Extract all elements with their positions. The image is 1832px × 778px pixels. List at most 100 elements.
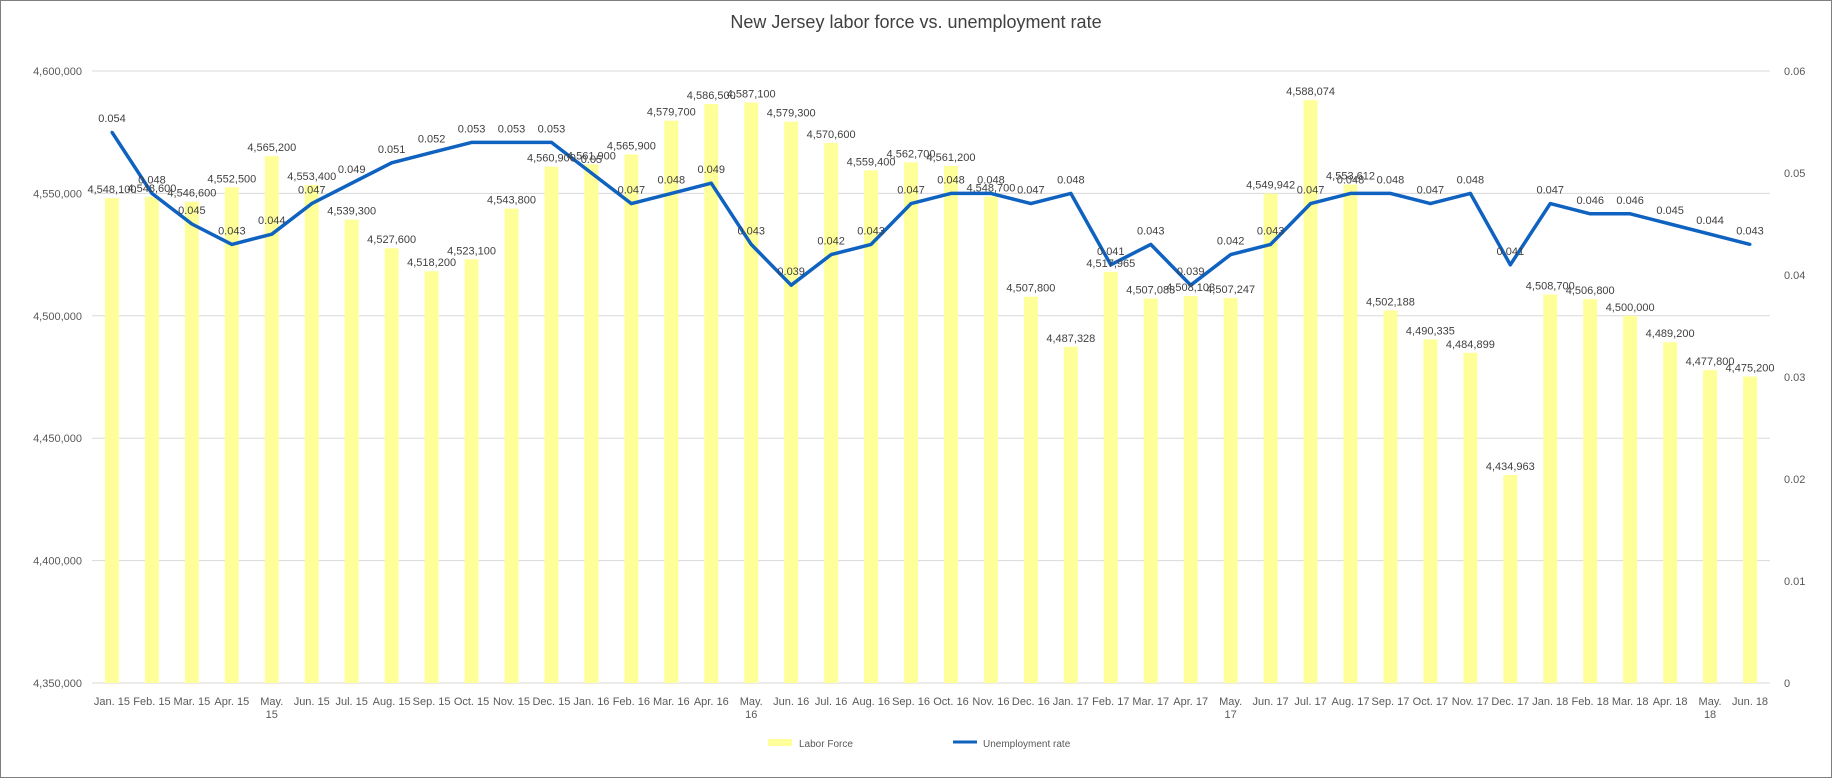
line-point <box>1508 263 1512 267</box>
x-tick-label: Dec. 15 <box>532 696 570 708</box>
x-tick-label: Nov. 15 <box>493 696 530 708</box>
x-tick-label: Sep. 17 <box>1371 696 1409 708</box>
x-tick-label: Apr. 18 <box>1653 696 1688 708</box>
line-point <box>829 253 833 257</box>
line-data-label: 0.048 <box>1057 174 1085 186</box>
line-data-label: 0.053 <box>538 123 566 135</box>
line-point <box>909 202 913 206</box>
line-data-label: 0.048 <box>977 174 1005 186</box>
bar-data-label: 4,586,500 <box>687 90 736 102</box>
chart-title: New Jersey labor force vs. unemployment … <box>730 12 1102 32</box>
line-data-label: 0.053 <box>498 123 526 135</box>
line-data-label: 0.047 <box>298 185 326 197</box>
bar-data-label: 4,579,300 <box>767 108 816 120</box>
line-data-label: 0.047 <box>1297 185 1325 197</box>
bar-data-label: 4,518,200 <box>407 257 456 269</box>
x-tick-label: Apr. 15 <box>214 696 249 708</box>
bar-data-label: 4,475,200 <box>1726 363 1775 375</box>
bar-data-label: 4,507,247 <box>1206 284 1255 296</box>
x-tick-label: May. 15 <box>260 696 283 721</box>
bar-data-label: 4,560,900 <box>527 153 576 165</box>
bar <box>1263 193 1278 683</box>
bar-data-label: 4,588,074 <box>1286 86 1335 98</box>
line-point <box>949 191 953 195</box>
line-point <box>1708 232 1712 236</box>
bar-data-label: 4,565,200 <box>247 142 296 154</box>
bar-data-label: 4,523,100 <box>447 245 496 257</box>
x-tick-label: Nov. 16 <box>972 696 1009 708</box>
bar <box>1183 295 1198 683</box>
legend: Labor Force Unemployment rate <box>768 739 1071 750</box>
bar-data-label: 4,507,800 <box>1006 283 1055 295</box>
x-tick-label: Jun. 15 <box>294 696 330 708</box>
bar <box>943 165 958 683</box>
line-data-label: 0.052 <box>418 134 446 146</box>
bar-data-label: 4,502,188 <box>1366 296 1415 308</box>
line-data-label: 0.043 <box>737 225 765 237</box>
x-tick-label: Feb. 17 <box>1092 696 1129 708</box>
bar <box>1503 475 1518 683</box>
legend-label-labor-force: Labor Force <box>799 739 853 750</box>
bar-data-label: 4,549,942 <box>1246 180 1295 192</box>
bar-data-label: 4,565,900 <box>607 140 656 152</box>
bar <box>1023 296 1038 683</box>
line-point <box>1748 242 1752 246</box>
bar <box>1343 184 1358 683</box>
line-point <box>310 202 314 206</box>
unemployment-data-labels: 0.054 0.048 0.045 0.043 0.044 0.047 0.049 0.051… <box>98 113 1764 278</box>
y-left-tick-label: 4,550,000 <box>33 188 82 200</box>
y-right-tick-label: 0.05 <box>1784 168 1805 180</box>
bar-data-label: 4,548,600 <box>127 183 176 195</box>
x-tick-label: Aug. 16 <box>852 696 890 708</box>
bar-data-label: 4,477,800 <box>1686 356 1735 368</box>
bar <box>1103 271 1118 683</box>
bar-data-label: 4,508,103 <box>1166 282 1215 294</box>
x-tick-label: Jan. 15 <box>94 696 130 708</box>
bar <box>864 170 879 683</box>
bar-data-label: 4,434,963 <box>1486 461 1535 473</box>
line-point <box>1588 212 1592 216</box>
y-left-tick-label: 4,350,000 <box>33 678 82 690</box>
line-point <box>629 202 633 206</box>
line-point <box>390 161 394 165</box>
bar-data-label: 4,553,400 <box>287 171 336 183</box>
bar-data-label: 4,562,700 <box>887 148 936 160</box>
x-tick-label: Jul. 17 <box>1294 696 1326 708</box>
bar-data-label: 4,559,400 <box>847 156 896 168</box>
line-point <box>1468 191 1472 195</box>
line-data-label: 0.049 <box>338 164 366 176</box>
x-tick-label: Aug. 15 <box>373 696 411 708</box>
bar-data-label: 4,561,900 <box>567 150 616 162</box>
bar-data-label: 4,508,700 <box>1526 281 1575 293</box>
bar-data-label: 4,517,965 <box>1086 258 1135 270</box>
line-point <box>1668 222 1672 226</box>
line-data-label: 0.045 <box>1656 205 1684 217</box>
y-axis-right-ticks: 0 0.01 0.02 0.03 0.04 0.05 0.06 <box>1784 66 1805 690</box>
x-tick-label: Jan. 16 <box>573 696 609 708</box>
line-point <box>270 232 274 236</box>
x-tick-label: Aug. 17 <box>1332 696 1370 708</box>
bar <box>1663 342 1678 683</box>
x-tick-label: Mar. 15 <box>174 696 211 708</box>
line-point <box>350 181 354 185</box>
line-data-label: 0.041 <box>1497 246 1525 258</box>
bar-data-label: 4,489,200 <box>1646 328 1695 340</box>
bar <box>144 196 159 683</box>
x-tick-label: Mar. 17 <box>1132 696 1169 708</box>
bar <box>344 219 359 683</box>
x-tick-label: Feb. 15 <box>133 696 170 708</box>
line-point <box>230 242 234 246</box>
line-data-label: 0.043 <box>218 225 246 237</box>
line-data-label: 0.046 <box>1576 195 1604 207</box>
y-right-tick-label: 0.02 <box>1784 474 1805 486</box>
line-data-label: 0.039 <box>1177 266 1205 278</box>
line-point <box>430 151 434 155</box>
x-tick-label: Jun. 16 <box>773 696 809 708</box>
series-line-unemployment-rate <box>110 131 1751 287</box>
bar <box>1303 100 1318 684</box>
bar <box>1703 370 1718 683</box>
bar-data-label: 4,527,600 <box>367 234 416 246</box>
line-point <box>1269 242 1273 246</box>
line-data-label: 0.048 <box>138 174 166 186</box>
